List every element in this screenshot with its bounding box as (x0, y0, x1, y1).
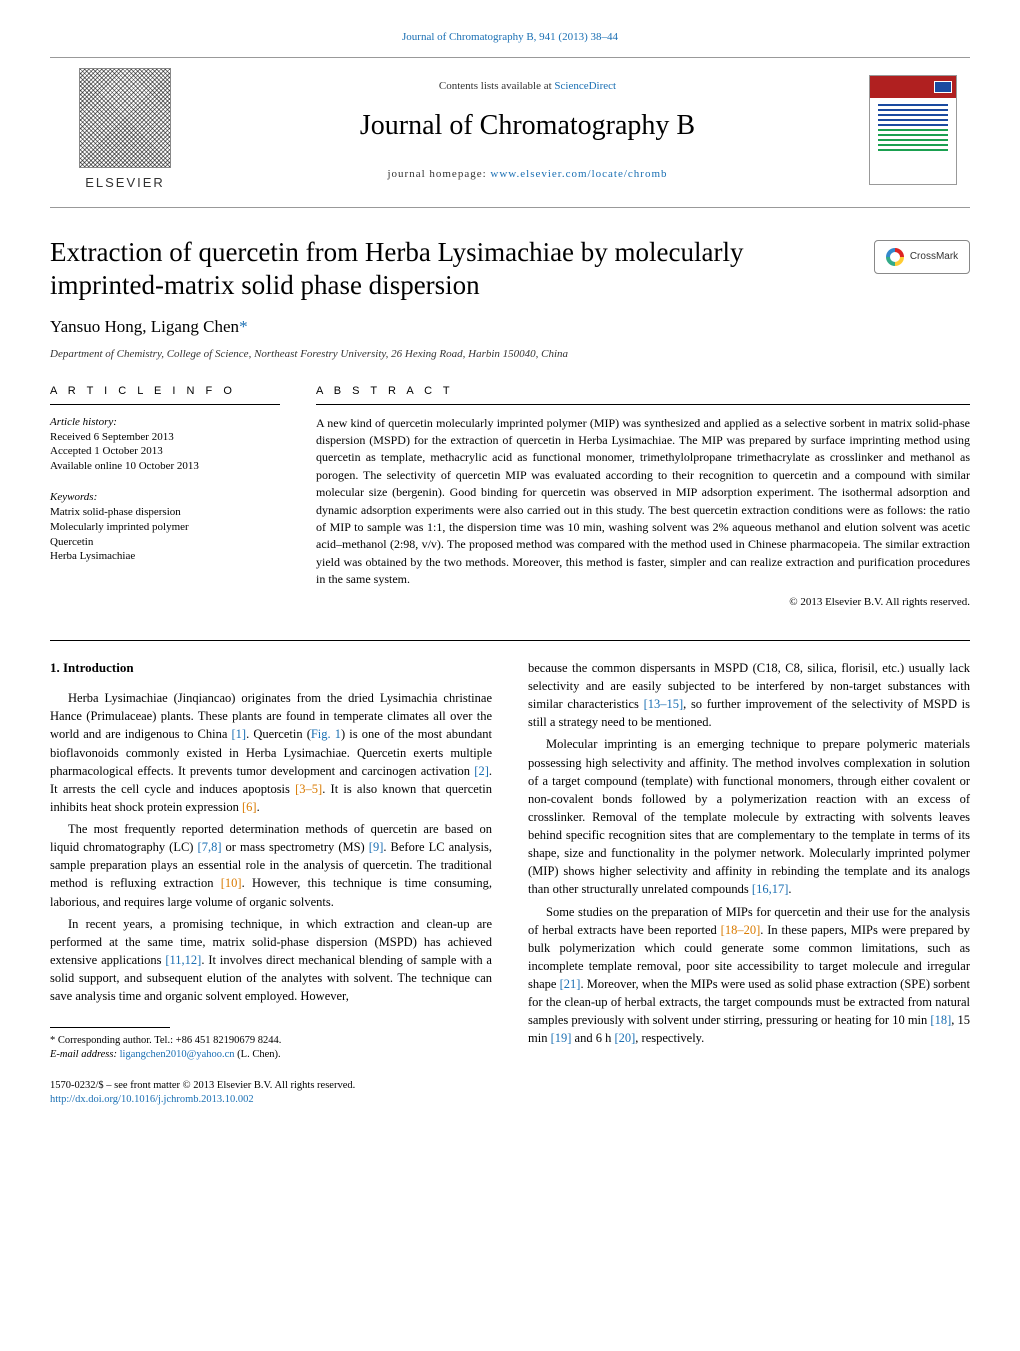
right-column: because the common dispersants in MSPD (… (528, 659, 970, 1108)
citation-link[interactable]: [9] (369, 840, 384, 854)
cover-flag-icon (934, 81, 952, 93)
paragraph: In recent years, a promising technique, … (50, 915, 492, 1006)
article-history-block: Article history: Received 6 September 20… (50, 415, 280, 474)
journal-homepage-line: journal homepage: www.elsevier.com/locat… (200, 167, 855, 182)
masthead-center: Contents lists available at ScienceDirec… (200, 68, 855, 192)
citation-link[interactable]: [13–15] (644, 697, 684, 711)
publisher-block: ELSEVIER (50, 68, 200, 192)
corresponding-footnote: * Corresponding author. Tel.: +86 451 82… (50, 1034, 492, 1062)
history-line: Available online 10 October 2013 (50, 459, 280, 474)
sciencedirect-link[interactable]: ScienceDirect (554, 80, 616, 92)
citation-link[interactable]: [1] (232, 727, 247, 741)
text-run: . Moreover, when the MIPs were used as s… (528, 977, 970, 1027)
text-run: , respectively. (635, 1031, 704, 1045)
citation-link[interactable]: [18] (930, 1013, 951, 1027)
citation-link-alt[interactable]: [6] (242, 800, 257, 814)
abstract-text: A new kind of quercetin molecularly impr… (316, 415, 970, 589)
keyword: Herba Lysimachiae (50, 549, 280, 564)
cover-lines (870, 98, 956, 184)
paragraph: because the common dispersants in MSPD (… (528, 659, 970, 732)
history-line: Accepted 1 October 2013 (50, 444, 280, 459)
text-run: . (788, 882, 791, 896)
paragraph: The most frequently reported determinati… (50, 820, 492, 911)
email-line: E-mail address: ligangchen2010@yahoo.cn … (50, 1048, 492, 1062)
elsevier-tree-icon (79, 68, 171, 168)
paragraph: Molecular imprinting is an emerging tech… (528, 735, 970, 898)
info-abstract-row: A R T I C L E I N F O Article history: R… (50, 384, 970, 610)
keywords-label: Keywords: (50, 490, 280, 505)
corresponding-mark: * (239, 317, 248, 336)
citation-link[interactable]: Fig. 1 (311, 727, 341, 741)
text-run: or mass spectrometry (MS) (221, 840, 368, 854)
keyword: Matrix solid-phase dispersion (50, 505, 280, 520)
front-matter-meta: 1570-0232/$ – see front matter © 2013 El… (50, 1079, 492, 1108)
affiliation: Department of Chemistry, College of Scie… (50, 347, 970, 362)
text-run: . (257, 800, 260, 814)
contents-line: Contents lists available at ScienceDirec… (200, 79, 855, 94)
article-title: Extraction of quercetin from Herba Lysim… (50, 236, 874, 304)
homepage-prefix: journal homepage: (387, 168, 490, 180)
authors: Yansuo Hong, Ligang Chen* (50, 315, 970, 339)
top-citation-link[interactable]: Journal of Chromatography B, 941 (2013) … (50, 30, 970, 45)
publisher-name: ELSEVIER (85, 174, 165, 192)
citation-link[interactable]: [21] (560, 977, 581, 991)
citation-link[interactable]: [19] (551, 1031, 572, 1045)
crossmark-button[interactable]: CrossMark (874, 240, 970, 274)
section-heading: 1. Introduction (50, 659, 492, 677)
corr-line: * Corresponding author. Tel.: +86 451 82… (50, 1034, 492, 1048)
keyword: Quercetin (50, 535, 280, 550)
citation-link[interactable]: [20] (614, 1031, 635, 1045)
masthead: ELSEVIER Contents lists available at Sci… (50, 57, 970, 207)
author-1: Yansuo Hong, (50, 317, 151, 336)
front-matter-line: 1570-0232/$ – see front matter © 2013 El… (50, 1079, 492, 1094)
citation-link[interactable]: [2] (474, 764, 489, 778)
left-paragraphs: Herba Lysimachiae (Jinqiancao) originate… (50, 689, 492, 1005)
body-divider (50, 640, 970, 641)
page: Journal of Chromatography B, 941 (2013) … (0, 0, 1020, 1148)
paragraph: Herba Lysimachiae (Jinqiancao) originate… (50, 689, 492, 816)
citation-link[interactable]: [16,17] (752, 882, 788, 896)
cover-band (870, 76, 956, 98)
contents-prefix: Contents lists available at (439, 80, 554, 92)
citation-link-alt[interactable]: [3–5] (295, 782, 322, 796)
two-column-body: 1. Introduction Herba Lysimachiae (Jinqi… (50, 659, 970, 1108)
paragraph: Some studies on the preparation of MIPs … (528, 903, 970, 1048)
keyword: Molecularly imprinted polymer (50, 520, 280, 535)
text-run: and 6 h (571, 1031, 614, 1045)
homepage-link[interactable]: www.elsevier.com/locate/chromb (490, 168, 667, 180)
citation-anchor[interactable]: Journal of Chromatography B, 941 (2013) … (402, 31, 618, 43)
article-info-head: A R T I C L E I N F O (50, 384, 280, 404)
abstract-head: A B S T R A C T (316, 384, 970, 404)
history-line: Received 6 September 2013 (50, 430, 280, 445)
doi-link[interactable]: http://dx.doi.org/10.1016/j.jchromb.2013… (50, 1094, 254, 1105)
journal-cover-icon (869, 75, 957, 185)
email-suffix: (L. Chen). (235, 1049, 281, 1060)
citation-link[interactable]: [7,8] (198, 840, 222, 854)
email-link[interactable]: ligangchen2010@yahoo.cn (120, 1049, 235, 1060)
author-2: Ligang Chen (151, 317, 239, 336)
journal-title: Journal of Chromatography B (200, 106, 855, 145)
right-paragraphs: because the common dispersants in MSPD (… (528, 659, 970, 1048)
journal-cover-block (855, 68, 970, 192)
abstract-copyright: © 2013 Elsevier B.V. All rights reserved… (316, 595, 970, 610)
title-row: Extraction of quercetin from Herba Lysim… (50, 236, 970, 304)
keywords-block: Keywords: Matrix solid-phase dispersion … (50, 490, 280, 564)
citation-link-alt[interactable]: [10] (221, 876, 242, 890)
text-run: Molecular imprinting is an emerging tech… (528, 737, 970, 896)
abstract-column: A B S T R A C T A new kind of quercetin … (316, 384, 970, 610)
history-label: Article history: (50, 415, 280, 430)
left-column: 1. Introduction Herba Lysimachiae (Jinqi… (50, 659, 492, 1108)
article-info-column: A R T I C L E I N F O Article history: R… (50, 384, 280, 610)
citation-link[interactable]: [11,12] (165, 953, 201, 967)
text-run: . Quercetin ( (246, 727, 311, 741)
crossmark-label: CrossMark (910, 250, 958, 264)
footnote-rule (50, 1027, 170, 1028)
crossmark-icon (886, 248, 904, 266)
email-label: E-mail address: (50, 1049, 120, 1060)
citation-link-alt[interactable]: [18–20] (721, 923, 761, 937)
